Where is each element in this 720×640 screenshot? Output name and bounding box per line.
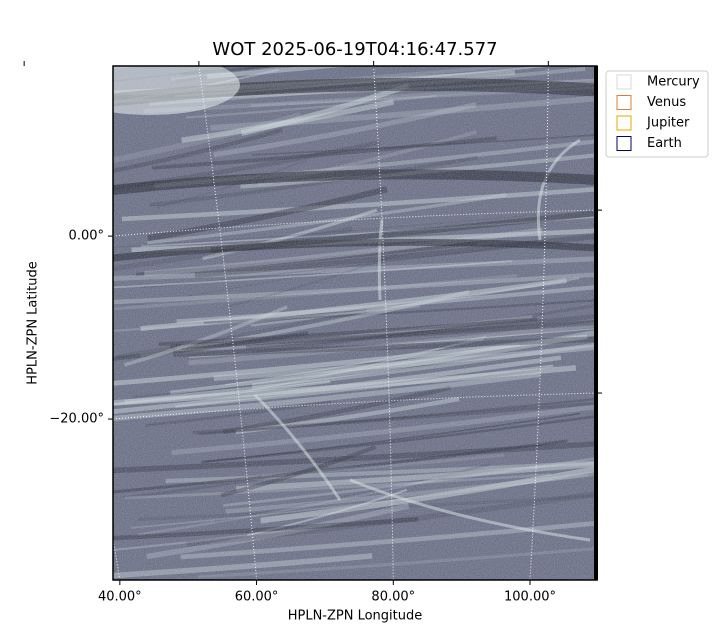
image-edge: [594, 66, 598, 580]
chart-title: WOT 2025-06-19T04:16:47.577: [212, 39, 497, 60]
image-noise: [113, 66, 597, 580]
legend-label: Jupiter: [646, 116, 690, 131]
image: [113, 66, 597, 580]
axes: 40.00° 60.00° 80.00° 100.00° −20.00° 0.00°: [23, 61, 602, 605]
legend-label: Mercury: [647, 75, 700, 90]
x-axis-label: HPLN-ZPN Longitude: [288, 609, 423, 624]
y-tick-label: 0.00°: [69, 229, 104, 244]
legend-label: Earth: [647, 136, 682, 151]
x-tick-label: 100.00°: [504, 590, 556, 605]
legend-box: [605, 70, 709, 158]
grid-line: [198, 66, 258, 580]
y-tick-label: −20.00°: [49, 412, 104, 427]
x-tick-label: 80.00°: [371, 590, 415, 605]
y-axis-label: HPLN-ZPN Latitude: [26, 261, 41, 384]
legend-marker: [616, 115, 632, 131]
legend-marker: [616, 136, 632, 151]
legend-label: Venus: [647, 95, 686, 110]
legend-marker: [616, 95, 632, 110]
legend: Mercury Venus Jupiter Earth: [605, 70, 709, 158]
x-tick-label: 60.00°: [235, 590, 279, 605]
x-tick-label: 40.00°: [98, 590, 142, 605]
grid-line: [113, 392, 597, 420]
grid: [113, 66, 597, 580]
grid-line: [113, 209, 597, 237]
legend-marker: [616, 74, 632, 90]
